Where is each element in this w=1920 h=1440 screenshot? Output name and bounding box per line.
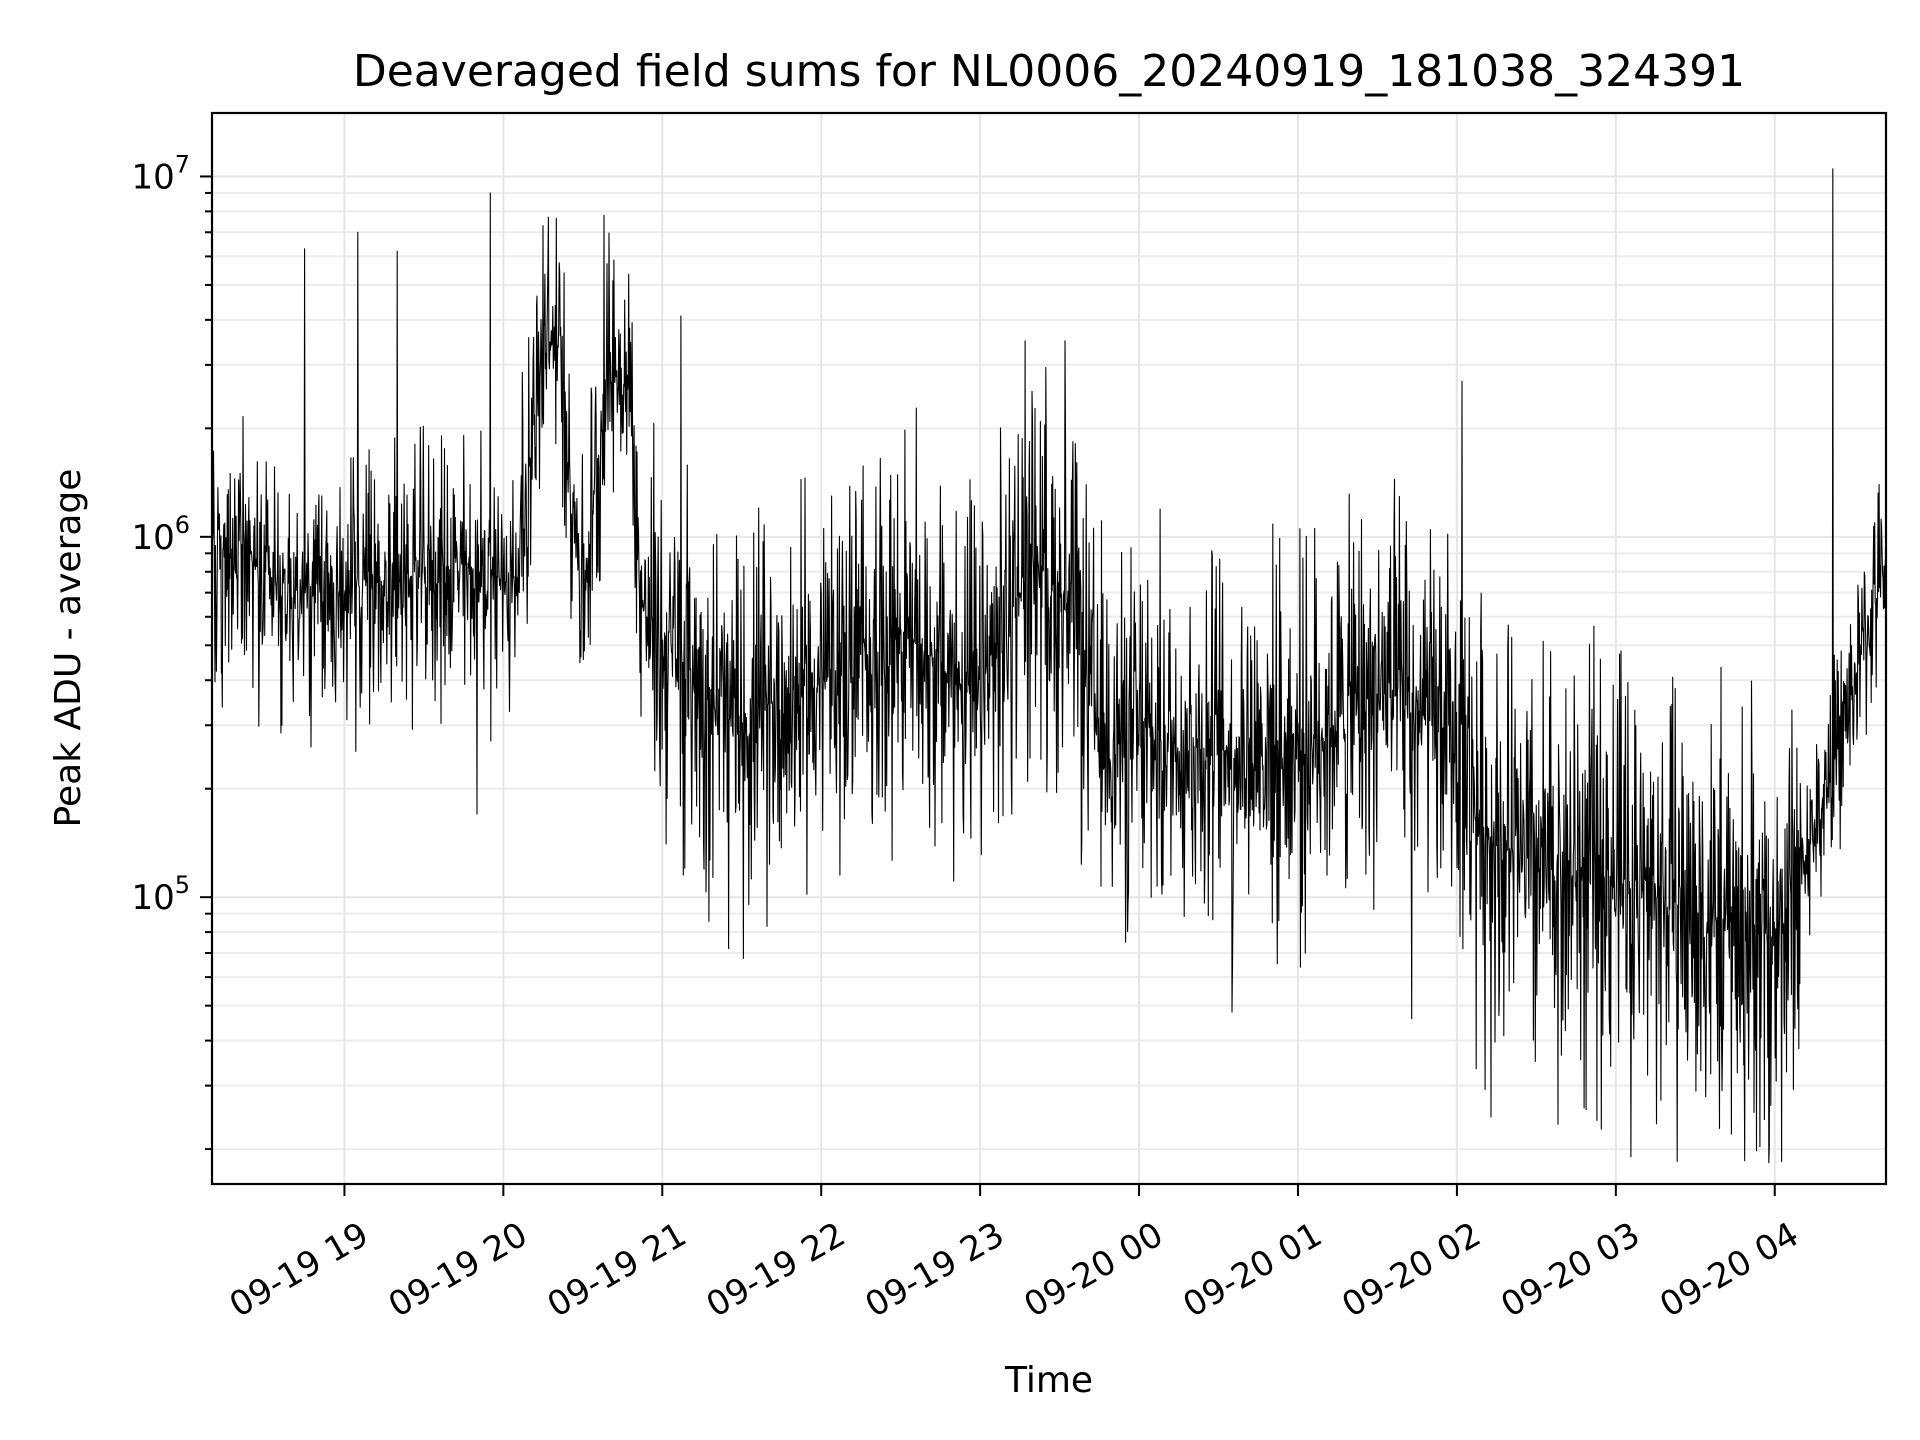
series-line	[211, 168, 1887, 1164]
series-group	[211, 168, 1887, 1164]
chart-title: Deaveraged field sums for NL0006_2024091…	[353, 46, 1745, 97]
y-tick-label: 107	[131, 150, 190, 197]
y-axis: 105 106 107	[131, 150, 212, 1151]
y-axis-label: Peak ADU - average	[48, 469, 89, 828]
plot-frame	[210, 111, 1888, 1186]
y-tick-label: 105	[131, 871, 190, 918]
x-axis-label: Time	[1004, 1360, 1093, 1401]
y-tick-label: 106	[131, 511, 190, 558]
